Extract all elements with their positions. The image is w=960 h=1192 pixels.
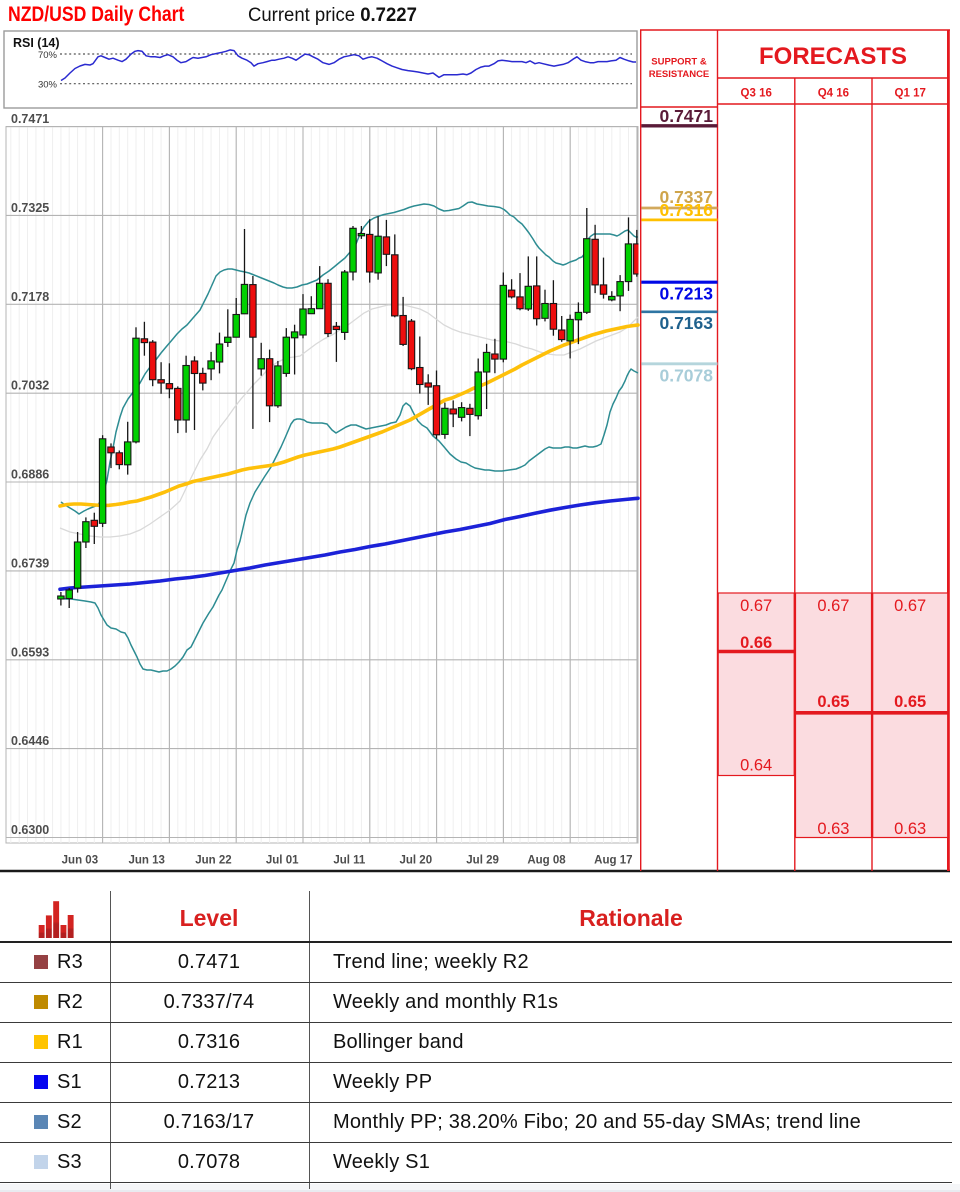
svg-text:0.7178: 0.7178 (11, 290, 49, 304)
svg-text:0.6593: 0.6593 (11, 645, 49, 659)
svg-text:0.7032: 0.7032 (11, 379, 49, 393)
svg-text:Aug 08: Aug 08 (527, 855, 566, 867)
svg-text:30%: 30% (38, 80, 58, 91)
svg-text:RSI (14): RSI (14) (13, 36, 60, 50)
svg-text:Jul 20: Jul 20 (399, 855, 432, 867)
svg-text:SUPPORT &: SUPPORT & (651, 57, 707, 68)
svg-text:Q3 16: Q3 16 (741, 88, 772, 100)
svg-text:0.6886: 0.6886 (11, 468, 49, 482)
svg-text:Q4 16: Q4 16 (818, 88, 849, 100)
svg-text:0.7316: 0.7316 (659, 200, 713, 220)
svg-text:0.67: 0.67 (817, 597, 849, 615)
svg-text:0.67: 0.67 (740, 597, 772, 615)
svg-text:0.66: 0.66 (740, 634, 772, 652)
svg-text:Jun 22: Jun 22 (195, 855, 231, 867)
svg-text:0.6446: 0.6446 (11, 734, 49, 748)
svg-text:0.7471: 0.7471 (659, 106, 713, 126)
svg-text:Jul 29: Jul 29 (466, 855, 499, 867)
svg-text:0.64: 0.64 (740, 757, 772, 775)
svg-text:0.7163: 0.7163 (659, 313, 713, 333)
svg-text:0.7471: 0.7471 (11, 112, 49, 126)
svg-text:0.7078: 0.7078 (659, 366, 713, 386)
svg-text:0.7213: 0.7213 (659, 284, 713, 304)
svg-text:0.6739: 0.6739 (11, 556, 49, 570)
svg-text:0.6300: 0.6300 (11, 823, 49, 837)
svg-text:0.7325: 0.7325 (11, 201, 49, 215)
svg-text:70%: 70% (38, 50, 58, 61)
svg-text:0.7337: 0.7337 (659, 187, 713, 207)
svg-text:Jul 01: Jul 01 (266, 855, 299, 867)
svg-text:0.63: 0.63 (817, 820, 849, 838)
svg-text:Jun 03: Jun 03 (62, 855, 98, 867)
svg-text:0.65: 0.65 (894, 693, 926, 711)
svg-text:0.63: 0.63 (894, 820, 926, 838)
svg-text:0.67: 0.67 (894, 597, 926, 615)
svg-text:FORECASTS: FORECASTS (759, 43, 907, 70)
svg-text:RESISTANCE: RESISTANCE (649, 69, 710, 80)
svg-text:Jun 13: Jun 13 (128, 855, 164, 867)
svg-text:Jul 11: Jul 11 (333, 855, 366, 867)
svg-text:Q1 17: Q1 17 (895, 88, 926, 100)
svg-text:Aug 17: Aug 17 (594, 855, 632, 867)
svg-text:0.65: 0.65 (817, 693, 849, 711)
